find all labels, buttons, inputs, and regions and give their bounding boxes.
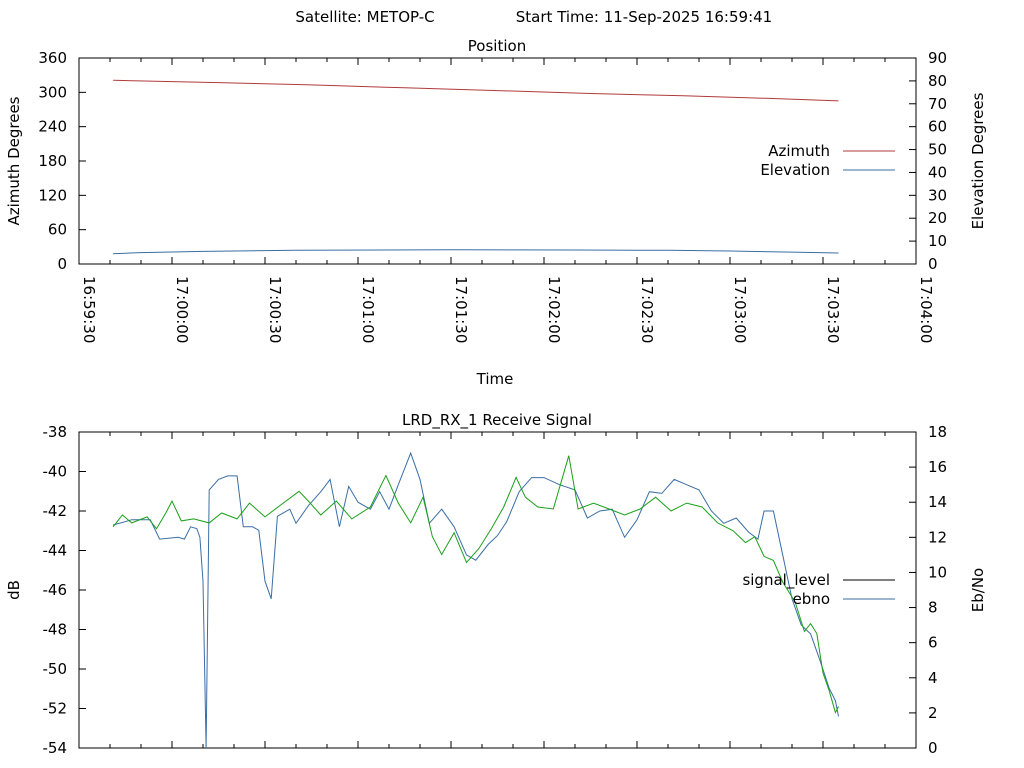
azimuth-tick-label: 120 — [38, 186, 67, 204]
ebno-tick-label: 16 — [928, 458, 947, 476]
time-tick-label: 17:02:30 — [638, 276, 656, 343]
legend-signal-level-label: signal_level — [742, 571, 830, 590]
db-tick-labels: -54 -52 -50 -48 -46 -44 -42 -40 -38 — [43, 423, 68, 757]
azimuth-line — [113, 79, 839, 102]
db-axis-label: dB — [5, 580, 23, 600]
satellite-label: Satellite: METOP-C — [295, 8, 434, 26]
elevation-tick-label: 80 — [928, 72, 947, 90]
azimuth-tick-label: 300 — [38, 83, 67, 101]
db-tick-label: -40 — [43, 463, 68, 481]
elevation-tick-label: 30 — [928, 186, 947, 204]
ebno-tick-label: 4 — [928, 669, 938, 687]
ebno-tick-label: 0 — [928, 739, 938, 757]
db-tick-label: -50 — [43, 660, 68, 678]
position-chart-title: Position — [468, 37, 526, 55]
azimuth-axis-label: Azimuth Degrees — [5, 96, 23, 225]
ebno-tick-label: 14 — [928, 493, 947, 511]
time-axis-label: Time — [476, 370, 514, 388]
signal-chart-title: LRD_RX_1 Receive Signal — [402, 411, 592, 430]
time-tick-label: 16:59:30 — [80, 276, 98, 343]
time-tick-label: 17:02:00 — [545, 276, 563, 343]
legend-azimuth-label: Azimuth — [768, 142, 830, 160]
elevation-axis-label: Elevation Degrees — [969, 92, 987, 229]
db-tick-label: -54 — [43, 739, 68, 757]
ebno-tick-label: 18 — [928, 423, 947, 441]
start-time-label: Start Time: 11-Sep-2025 16:59:41 — [516, 8, 772, 26]
signal-series — [112, 451, 839, 749]
azimuth-tick-label: 180 — [38, 152, 67, 170]
position-series — [113, 79, 839, 255]
db-tick-label: -44 — [43, 542, 68, 560]
ebno-line — [112, 451, 839, 749]
ebno-tick-labels: 0 2 4 6 8 10 12 14 16 18 — [928, 423, 947, 757]
signal-chart: LRD_RX_1 Receive Signal -54-52-50-48-46-… — [5, 411, 987, 757]
time-tick-label: 17:00:30 — [266, 276, 284, 343]
db-tick-label: -52 — [43, 700, 68, 718]
elevation-tick-label: 10 — [928, 232, 947, 250]
ebno-axis-label: Eb/No — [969, 568, 987, 612]
signal-ticks — [78, 431, 917, 749]
time-tick-labels: 16:59:30 17:00:00 17:00:30 17:01:00 17:01:30… — [80, 276, 935, 343]
ebno-tick-label: 12 — [928, 528, 947, 546]
time-tick-label: 17:00:00 — [173, 276, 191, 343]
legend-ebno-label: ebno — [793, 590, 830, 608]
time-tick-label: 17:01:30 — [452, 276, 470, 343]
azimuth-tick-label: 60 — [48, 221, 67, 239]
azimuth-tick-label: 240 — [38, 118, 67, 136]
azimuth-tick-label: 0 — [57, 255, 67, 273]
azimuth-tick-labels: 0 60 120 180 240 300 360 — [38, 49, 67, 273]
time-tick-label: 17:03:30 — [824, 276, 842, 343]
ebno-tick-label: 10 — [928, 563, 947, 581]
ebno-tick-label: 8 — [928, 599, 938, 617]
time-tick-label: 17:01:00 — [359, 276, 377, 343]
elevation-tick-label: 40 — [928, 163, 947, 181]
unlabeled-green-trace-line — [112, 455, 839, 714]
position-legend: Azimuth Elevation — [760, 142, 895, 179]
db-tick-label: -46 — [43, 581, 68, 599]
elevation-tick-label: 90 — [928, 49, 947, 67]
elevation-tick-label: 20 — [928, 209, 947, 227]
db-tick-label: -48 — [43, 621, 68, 639]
ebno-tick-label: 2 — [928, 704, 938, 722]
ebno-tick-label: 6 — [928, 634, 938, 652]
signal-legend: signal_level ebno — [742, 571, 895, 608]
legend-elevation-label: Elevation — [760, 161, 830, 179]
elevation-tick-label: 0 — [928, 255, 938, 273]
elevation-tick-label: 50 — [928, 141, 947, 159]
time-tick-label: 17:03:00 — [731, 276, 749, 343]
db-tick-label: -42 — [43, 502, 68, 520]
elevation-line — [113, 249, 839, 255]
elevation-tick-label: 60 — [928, 118, 947, 136]
elevation-tick-label: 70 — [928, 95, 947, 113]
db-tick-label: -38 — [43, 423, 68, 441]
position-chart: Position 0 60 120 180 240 300 360 0 10 20 30 40 50 6… — [5, 37, 987, 388]
time-tick-label: 17:04:00 — [917, 276, 935, 343]
azimuth-tick-label: 360 — [38, 49, 67, 67]
elevation-tick-labels: 0 10 20 30 40 50 60 70 80 90 — [928, 49, 947, 273]
position-ticks — [78, 57, 917, 265]
